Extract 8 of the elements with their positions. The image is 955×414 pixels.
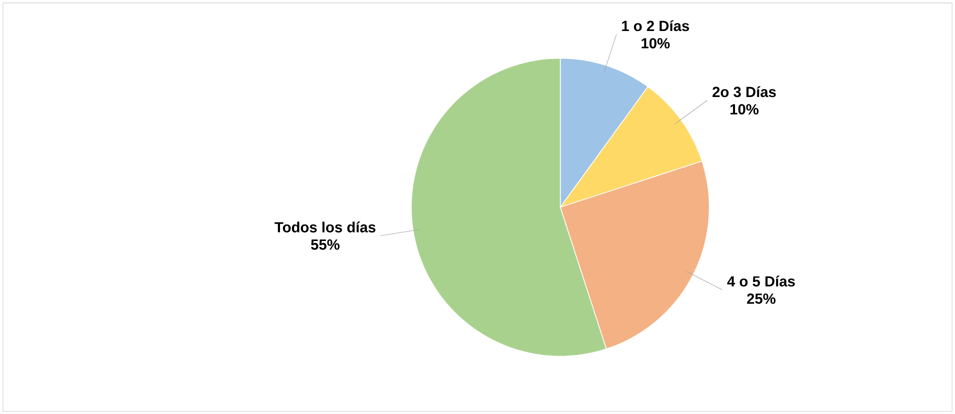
data-label: 10% — [730, 104, 759, 114]
data-label: 10% — [642, 38, 670, 48]
data-label: 55% — [311, 239, 340, 250]
slice-label: 4 o 5 Días — [727, 275, 795, 286]
slice-label: Todos los días — [274, 221, 376, 232]
slice-label: 1 o 2 Días — [622, 20, 690, 31]
data-label: 25% — [747, 293, 776, 304]
slice-label: 2o 3 Días — [712, 86, 776, 97]
